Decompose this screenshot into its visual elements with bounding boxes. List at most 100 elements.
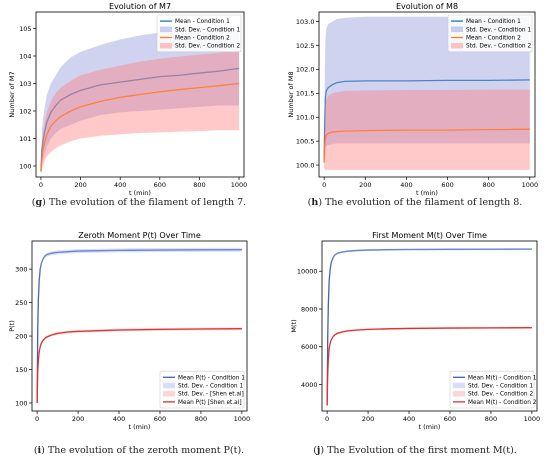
legend-swatch xyxy=(451,26,463,33)
x-tick-label: 200 xyxy=(359,181,371,189)
mean-line xyxy=(40,67,240,172)
legend-entry: Mean - Condition 2 xyxy=(175,36,230,42)
x-axis-label: t (min) xyxy=(129,189,151,197)
axes-frame xyxy=(35,11,245,178)
caption-text: The evolution of the filament of length … xyxy=(48,197,247,208)
y-tick-label: 4000 xyxy=(301,381,318,389)
mean-line xyxy=(36,249,242,403)
caption-j: (j) The Evolution of the first moment M(… xyxy=(313,445,517,456)
x-tick-label: 1000 xyxy=(231,181,248,189)
caption-h: (h) The evolution of the filament of len… xyxy=(307,197,523,208)
legend-swatch xyxy=(160,42,172,49)
plot-area: 0 200 400 600 800 1000 100 150 200 250 300 Mean P(t… xyxy=(15,240,251,423)
series-group xyxy=(323,16,530,170)
series-group xyxy=(326,248,532,406)
legend-swatch xyxy=(453,390,465,397)
mean-line xyxy=(36,328,242,403)
y-tick-label: 105 xyxy=(19,25,31,33)
y-tick-label: 250 xyxy=(15,299,27,307)
panel-g: Evolution of M7 t (min) Number of M7 0 20… xyxy=(8,2,247,197)
legend-entry: Mean - Condition 1 xyxy=(175,19,230,25)
axes-frame xyxy=(318,11,536,178)
series-group xyxy=(40,25,240,175)
caption-letter: g xyxy=(35,197,43,208)
mean-line xyxy=(323,79,530,161)
mean-line xyxy=(326,327,532,406)
legend-entry: Std. Dev. - Condition 2 xyxy=(175,44,240,50)
y-tick-label: 300 xyxy=(15,265,27,273)
legend: Mean P(t) - Condition 1 Std. Dev. - Condi… xyxy=(159,370,245,409)
legend-box xyxy=(447,14,533,53)
y-tick-label: 10000 xyxy=(297,268,318,276)
x-tick-label: 200 xyxy=(362,415,374,423)
y-tick-label: 101 xyxy=(19,135,31,143)
legend-entry: Mean P(t) - Condition 1 xyxy=(178,375,245,381)
x-tick-label: 400 xyxy=(113,415,125,423)
chart-title: First Moment M(t) Over Time xyxy=(372,231,487,240)
legend-entry: Mean P(t) [Shen et.al] xyxy=(178,400,242,406)
y-axis-label: Number of M7 xyxy=(8,71,16,117)
caption-i: (i) The evolution of the zeroth moment P… xyxy=(33,445,245,456)
y-axis-label: M(t) xyxy=(290,319,298,332)
panel-h: Evolution of M8 t (min) Number of M8 0 20… xyxy=(287,2,538,197)
legend: Mean M(t) - Condition 1 Std. Dev. - Condi… xyxy=(449,370,537,409)
caption-letter: j xyxy=(316,445,321,456)
legend-swatch xyxy=(163,390,175,397)
legend-swatch xyxy=(453,382,465,389)
y-tick-label: 102.5 xyxy=(296,42,315,50)
x-tick-label: 400 xyxy=(403,415,415,423)
y-tick-label: 103.0 xyxy=(296,18,315,26)
legend-entry: Std. Dev. - Condition 2 xyxy=(468,392,533,398)
x-tick-label: 200 xyxy=(72,415,84,423)
plot-area: 0 200 400 600 800 1000 4000 6000 8000 10000 Mean M… xyxy=(297,240,541,423)
legend-entry: Std. Dev. - Condition 2 xyxy=(466,44,531,50)
plot-area: 0 200 400 600 800 1000 100.0 100.5 101.0 101.5 102… xyxy=(296,11,539,189)
y-tick-label: 100 xyxy=(19,162,31,170)
caption-text: The evolution of the zeroth moment P(t). xyxy=(47,445,245,456)
x-tick-label: 400 xyxy=(400,181,412,189)
y-tick-label: 102 xyxy=(19,107,31,115)
y-tick-label: 200 xyxy=(15,332,27,340)
y-tick-label: 150 xyxy=(15,366,27,374)
x-tick-label: 1000 xyxy=(234,415,251,423)
y-axis-label: P(t) xyxy=(8,320,16,332)
panel-j: First Moment M(t) Over Time t (min) M(t)… xyxy=(290,231,540,431)
x-tick-label: 1000 xyxy=(524,415,541,423)
chart-title: Zeroth Moment P(t) Over Time xyxy=(78,231,201,240)
x-tick-label: 800 xyxy=(193,181,205,189)
x-tick-label: 400 xyxy=(114,181,126,189)
legend: Mean - Condition 1 Std. Dev. - Condition … xyxy=(447,14,533,53)
axes-frame xyxy=(321,240,538,412)
legend-box xyxy=(156,14,242,53)
chart-title: Evolution of M8 xyxy=(396,2,458,11)
legend: Mean - Condition 1 Std. Dev. - Condition … xyxy=(156,14,242,53)
caption-g: (g) The evolution of the filament of len… xyxy=(31,197,247,208)
x-tick-label: 600 xyxy=(444,415,456,423)
caption-text: The Evolution of the first moment M(t). xyxy=(327,445,517,456)
mean-line xyxy=(326,248,532,406)
y-axis-label: Number of M8 xyxy=(287,71,295,117)
legend-entry: Mean - Condition 1 xyxy=(466,19,521,25)
mean-line xyxy=(40,82,240,172)
y-tick-label: 102.0 xyxy=(296,66,315,74)
plot-area: 0 200 400 600 800 1000 100 101 102 103 104 105 Mean … xyxy=(19,11,248,189)
std-dev-band xyxy=(324,89,530,170)
series-group xyxy=(36,247,242,404)
legend-box xyxy=(449,370,535,409)
caption-letter: i xyxy=(37,445,42,456)
std-dev-band xyxy=(324,16,530,166)
x-axis-label: t (min) xyxy=(416,189,438,197)
legend-box xyxy=(159,370,245,409)
x-tick-label: 0 xyxy=(39,181,43,189)
legend-entry: Std. Dev. - Condition 1 xyxy=(178,384,243,390)
legend-swatch xyxy=(451,42,463,49)
y-tick-label: 101.5 xyxy=(296,90,315,98)
legend-entry: Std. Dev. - Condition 1 xyxy=(468,384,533,390)
x-tick-label: 1000 xyxy=(522,181,539,189)
legend-entry: Mean M(t) - Condition 1 xyxy=(468,375,537,381)
y-tick-label: 101.0 xyxy=(296,114,315,122)
panel-i: Zeroth Moment P(t) Over Time t (min) P(t… xyxy=(8,231,250,431)
std-dev-band xyxy=(40,25,240,175)
legend-entry: Std. Dev. - [Shen et.al] xyxy=(178,392,244,398)
